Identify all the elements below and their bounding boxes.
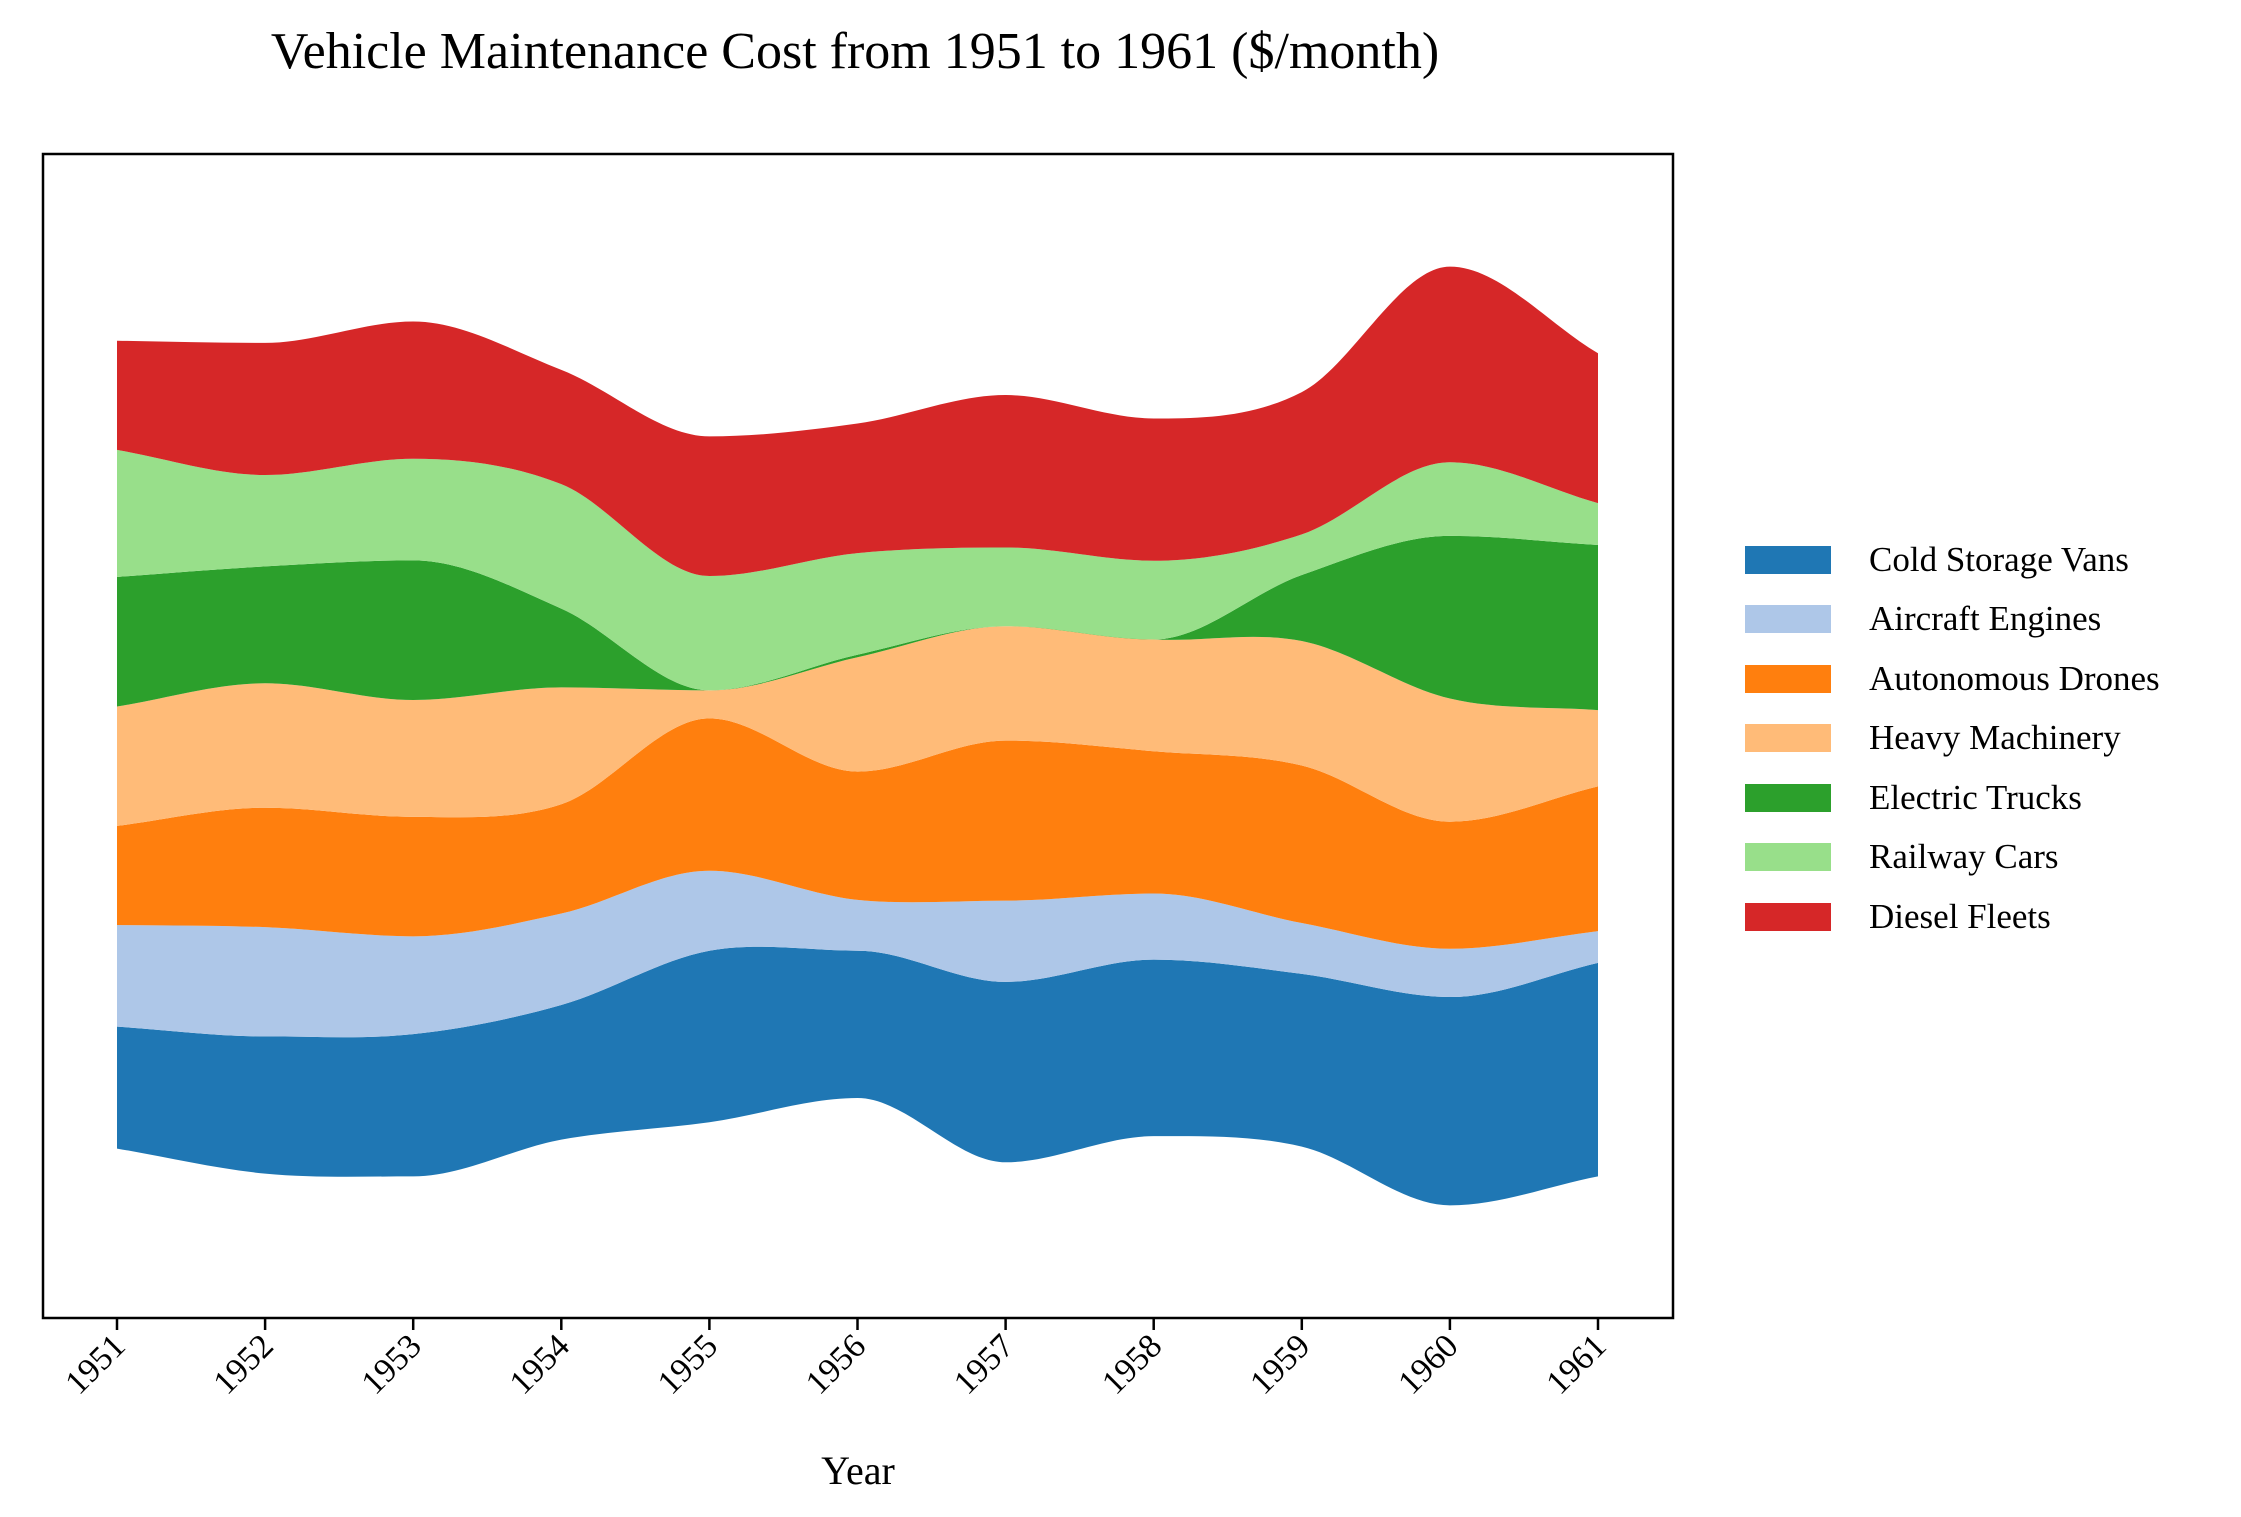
stream-electric-trucks (117, 535, 1598, 711)
legend-label: Railway Cars (1869, 837, 2059, 877)
legend: Cold Storage Vans Aircraft Engines Autonom… (1745, 530, 2160, 947)
legend-item: Autonomous Drones (1745, 649, 2160, 709)
x-tick-label: 1961 (1539, 1327, 1613, 1401)
legend-label: Heavy Machinery (1869, 718, 2121, 758)
legend-swatch (1745, 902, 1831, 931)
stream-aircraft-engines (117, 870, 1598, 1038)
legend-item: Heavy Machinery (1745, 709, 2160, 769)
legend-label: Electric Trucks (1869, 777, 2082, 817)
x-tick-label: 1954 (503, 1327, 577, 1401)
stream-diesel-fleets (117, 266, 1598, 577)
x-tick-label: 1958 (1095, 1327, 1169, 1401)
x-tick-label: 1956 (799, 1327, 873, 1401)
stream-heavy-machinery (117, 626, 1598, 826)
stream-cold-storage-vans (117, 946, 1598, 1206)
legend-item: Railway Cars (1745, 828, 2160, 888)
legend-swatch (1745, 545, 1831, 574)
chart-title: Vehicle Maintenance Cost from 1951 to 19… (270, 23, 1440, 80)
legend-swatch (1745, 724, 1831, 753)
x-tick-label: 1952 (207, 1327, 281, 1401)
x-axis-label: Year (821, 1448, 895, 1493)
x-tick-label: 1957 (947, 1327, 1021, 1401)
x-axis-ticks: 1951 1952 1953 1954 1955 1956 1957 1958 1959 1960… (58, 1318, 1614, 1402)
legend-item: Aircraft Engines (1745, 590, 2160, 650)
x-tick-label: 1960 (1391, 1327, 1465, 1401)
legend-swatch (1745, 843, 1831, 872)
stream-autonomous-drones (117, 718, 1598, 949)
legend-label: Cold Storage Vans (1869, 539, 2129, 579)
stream-railway-cars (117, 449, 1598, 691)
legend-item: Diesel Fleets (1745, 887, 2160, 947)
legend-item: Cold Storage Vans (1745, 530, 2160, 590)
x-tick-label: 1959 (1243, 1327, 1317, 1401)
legend-label: Diesel Fleets (1869, 896, 2051, 936)
legend-swatch (1745, 783, 1831, 812)
x-tick-label: 1955 (651, 1327, 725, 1401)
stream-layers (117, 266, 1598, 1206)
legend-item: Electric Trucks (1745, 768, 2160, 828)
legend-swatch (1745, 605, 1831, 634)
legend-label: Aircraft Engines (1869, 599, 2102, 639)
legend-swatch (1745, 664, 1831, 693)
x-tick-label: 1953 (355, 1327, 429, 1401)
legend-label: Autonomous Drones (1869, 658, 2160, 698)
x-tick-label: 1951 (58, 1327, 132, 1401)
